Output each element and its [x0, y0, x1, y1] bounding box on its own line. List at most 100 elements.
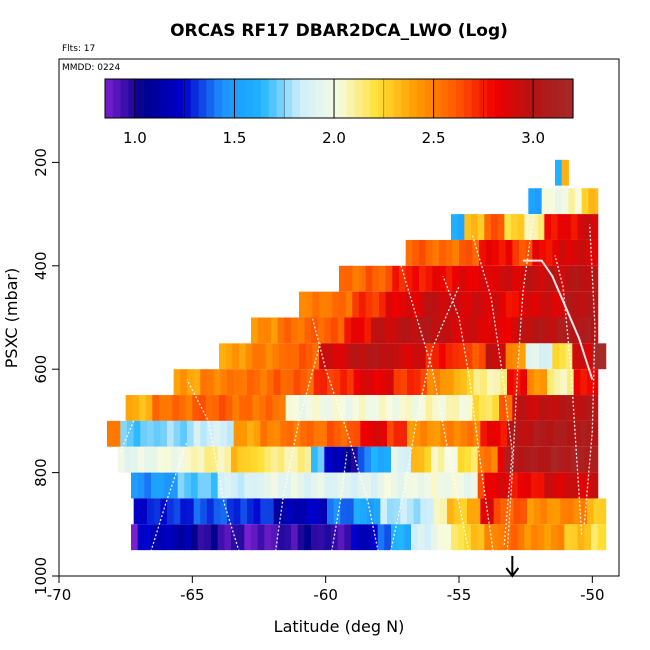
- data-cell: [264, 524, 272, 551]
- data-cell: [172, 395, 180, 421]
- data-cell: [487, 369, 495, 396]
- data-cell: [525, 395, 533, 421]
- data-cell: [571, 214, 579, 240]
- data-cell: [507, 498, 515, 525]
- data-cell: [573, 498, 581, 525]
- data-cell: [511, 214, 519, 240]
- data-cell: [280, 369, 288, 396]
- data-cell: [157, 446, 165, 473]
- data-cell: [233, 369, 241, 396]
- data-cell: [313, 420, 321, 447]
- data-cell: [217, 524, 225, 551]
- data-cell: [464, 472, 472, 499]
- data-cell: [431, 524, 439, 551]
- data-cell: [359, 395, 367, 421]
- data-cell: [485, 291, 493, 318]
- x-tick-label: -55: [447, 586, 472, 604]
- data-cell: [379, 343, 387, 370]
- data-cell: [561, 159, 569, 186]
- data-cell: [260, 498, 268, 525]
- data-cell: [581, 188, 589, 215]
- track-line: [119, 420, 135, 453]
- data-cell: [351, 317, 359, 344]
- data-cell: [345, 395, 353, 421]
- data-cell: [431, 446, 439, 473]
- data-cell: [551, 472, 559, 499]
- data-cell: [480, 369, 488, 396]
- data-cell: [545, 239, 553, 266]
- data-cell: [191, 472, 199, 499]
- data-cell: [331, 472, 339, 499]
- data-cell: [240, 369, 248, 396]
- x-axis-label: Latitude (deg N): [274, 617, 405, 636]
- data-cell: [333, 369, 341, 396]
- data-cell: [244, 446, 252, 473]
- data-cell: [197, 524, 205, 551]
- colorbar-bin: [456, 79, 465, 118]
- colorbar-bin: [510, 79, 519, 118]
- data-cell: [457, 472, 465, 499]
- data-cell: [197, 446, 205, 473]
- data-cell: [307, 420, 315, 447]
- data-cell: [497, 472, 505, 499]
- data-cell: [519, 291, 527, 318]
- data-cell: [533, 369, 541, 396]
- flights-note: Flts: 17: [62, 44, 95, 54]
- data-cell: [120, 420, 128, 447]
- data-cell: [552, 395, 560, 421]
- data-cell: [227, 420, 235, 447]
- data-cell: [313, 369, 321, 396]
- data-cell: [193, 420, 201, 447]
- data-cell: [284, 472, 292, 499]
- data-cell: [460, 420, 468, 447]
- data-cell: [173, 498, 181, 525]
- colorbar-bin: [534, 79, 543, 118]
- data-cell: [405, 265, 413, 292]
- colorbar-bin: [261, 79, 270, 118]
- data-cell: [339, 343, 347, 370]
- data-cell: [537, 214, 545, 240]
- data-cell: [451, 524, 459, 551]
- colorbar-bin: [222, 79, 231, 118]
- y-tick-label: 800: [32, 458, 50, 487]
- data-cell: [577, 524, 585, 551]
- data-cell: [251, 446, 259, 473]
- data-cell: [472, 265, 480, 292]
- colorbar-bin: [307, 79, 317, 118]
- data-cell: [424, 446, 432, 473]
- data-cell: [339, 395, 347, 421]
- data-cell: [184, 472, 192, 499]
- data-cell: [571, 446, 579, 473]
- data-cell: [405, 239, 413, 266]
- data-cell: [144, 446, 152, 473]
- data-cell: [511, 524, 519, 551]
- data-cell: [245, 395, 253, 421]
- data-cell: [424, 472, 432, 499]
- data-cell: [484, 317, 492, 344]
- data-cell: [211, 472, 219, 499]
- data-cell: [497, 317, 505, 344]
- data-cell: [424, 317, 432, 344]
- data-cell: [319, 291, 327, 318]
- colorbar-bin: [105, 79, 114, 118]
- data-cell: [297, 472, 305, 499]
- data-cell: [411, 472, 419, 499]
- data-cell: [165, 395, 173, 421]
- data-cell: [133, 420, 141, 447]
- data-cell: [373, 498, 381, 525]
- data-cell: [407, 498, 415, 525]
- colorbar-bin: [424, 79, 434, 118]
- data-cell: [587, 369, 595, 396]
- data-cell: [160, 420, 168, 447]
- data-cell: [525, 239, 533, 266]
- data-cell: [167, 420, 175, 447]
- data-cell: [531, 317, 539, 344]
- data-cell: [425, 291, 433, 318]
- data-cell: [555, 188, 563, 215]
- data-cell: [299, 343, 307, 370]
- data-cell: [500, 369, 508, 396]
- data-cell: [180, 498, 188, 525]
- data-cell: [420, 369, 428, 396]
- data-cell: [471, 317, 479, 344]
- data-cell: [227, 498, 235, 525]
